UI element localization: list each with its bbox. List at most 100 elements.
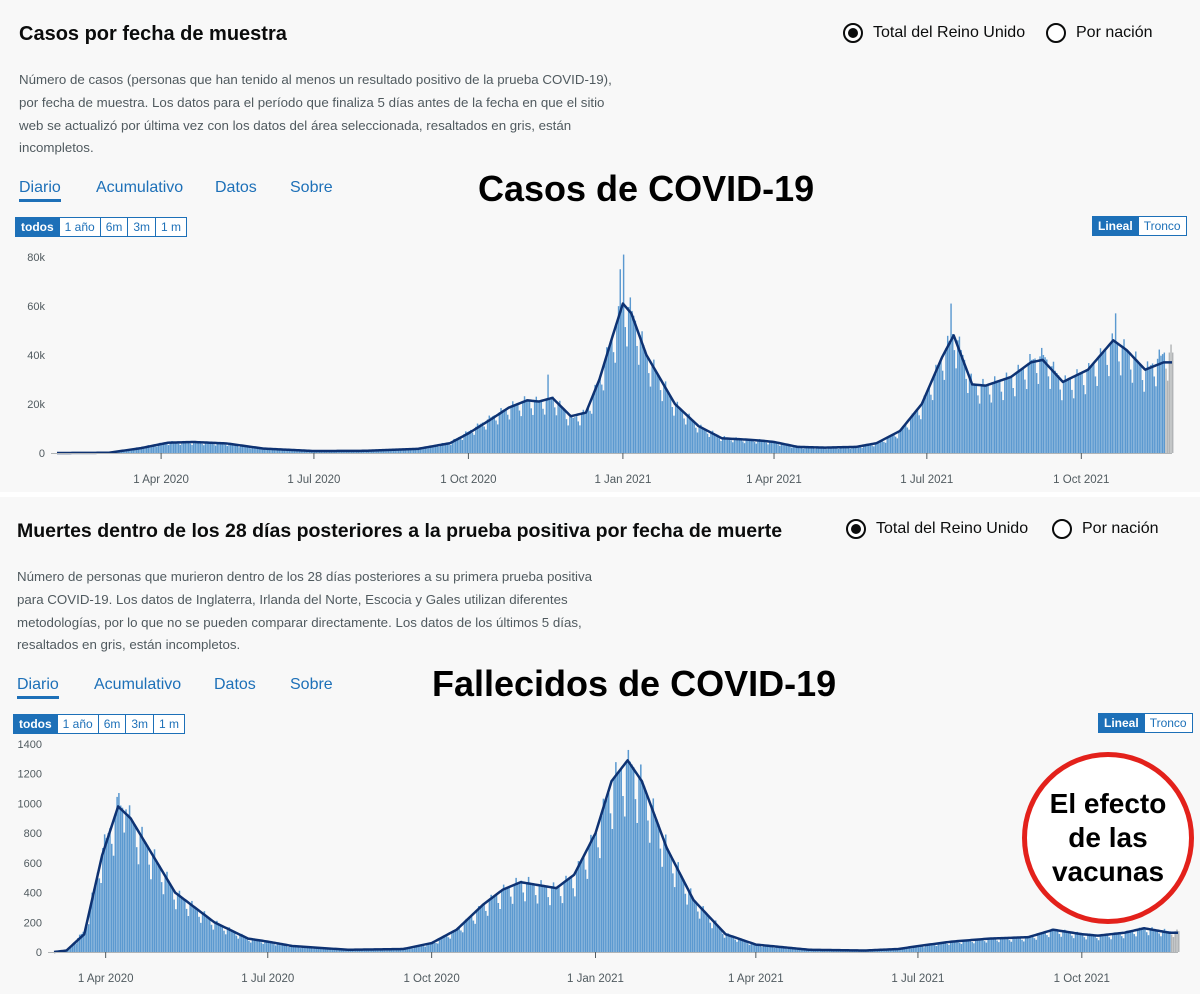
bar [315,947,318,952]
scale-linear-button[interactable]: Lineal [1099,714,1144,732]
bar [1047,937,1050,952]
bar [810,447,813,453]
range-3m-button[interactable]: 3m [127,218,155,236]
bar [668,392,670,453]
bar [734,939,736,952]
bar [1029,354,1031,453]
bar [1030,359,1033,453]
cases-radio-by-nation[interactable]: Por nación [1046,23,1153,43]
bar [177,443,180,453]
bar [1110,939,1112,952]
bar [1093,363,1095,453]
bar [758,439,761,453]
bar [1089,367,1092,453]
bar [1059,389,1061,453]
bar [238,447,240,453]
bar [189,443,192,453]
bar [480,423,482,453]
scale-log-button[interactable]: Tronco [1137,217,1186,235]
bar [134,448,136,453]
bar [779,445,781,453]
bar [143,839,145,952]
bar [681,875,683,952]
bar [795,446,798,453]
range-6m-button[interactable]: 6m [99,218,128,236]
scale-log-button[interactable]: Tronco [1143,714,1192,732]
bar [258,447,260,453]
bar [673,415,675,453]
bar [601,384,603,453]
bar [1106,364,1108,453]
cases-tab-about[interactable]: Sobre [290,179,333,196]
deaths-tab-cumulative[interactable]: Acumulativo [94,676,182,693]
bar [216,920,218,952]
bar [420,945,423,952]
bar [652,798,655,952]
radio-label: Por nación [1082,520,1159,537]
bar [132,821,134,952]
bar [233,444,235,453]
range-6m-button[interactable]: 6m [97,715,126,733]
bar [899,429,902,453]
bar [750,439,752,453]
deaths-radio-uk-total[interactable]: Total del Reino Unido [846,519,1028,539]
cases-tab-cumulative[interactable]: Acumulativo [96,179,184,196]
bar [241,444,244,453]
range-all-button[interactable]: todos [16,218,59,236]
bar [948,944,950,952]
bar [533,883,535,952]
range-1y-button[interactable]: 1 año [56,715,98,733]
bar [844,447,846,453]
bar [690,418,692,453]
bar [733,438,736,453]
bar [1035,939,1038,952]
bar [634,799,637,952]
bar [1154,929,1157,952]
bar [978,939,981,952]
bar [94,880,97,952]
cases-radio-uk-total[interactable]: Total del Reino Unido [843,23,1025,43]
bar [496,424,499,453]
bar [240,445,242,453]
bar [105,838,108,952]
bar [290,945,293,952]
bar [732,442,734,453]
bar [622,254,625,453]
bar [1072,938,1075,952]
bar [909,948,911,952]
range-1y-button[interactable]: 1 año [58,218,100,236]
deaths-tab-about[interactable]: Sobre [290,676,333,693]
bars [58,254,1174,454]
deaths-tab-daily[interactable]: Diario [17,676,59,699]
bar [741,939,744,952]
bar [1135,351,1137,453]
bar [868,444,870,453]
bar [663,383,665,453]
range-1m-button[interactable]: 1 m [155,218,186,236]
range-3m-button[interactable]: 3m [125,715,153,733]
bar [223,443,225,453]
cases-tab-daily[interactable]: Diario [19,179,61,202]
deaths-radio-by-nation[interactable]: Por nación [1052,519,1159,539]
cases-tab-data[interactable]: Datos [215,179,257,196]
bar [426,944,428,952]
bar [112,855,115,952]
y-tick-label: 0 [36,947,42,959]
deaths-tab-data[interactable]: Datos [214,676,256,693]
bar [953,350,956,453]
bar [1083,385,1085,453]
bar [1108,376,1110,453]
bar [1064,929,1066,952]
range-all-button[interactable]: todos [14,715,57,733]
bar [812,448,815,453]
bar [768,945,770,952]
bar [442,937,444,952]
scale-linear-button[interactable]: Lineal [1093,217,1138,235]
bar [747,438,749,453]
bar [632,315,635,453]
bar [412,449,415,453]
bar [149,445,151,453]
range-1m-button[interactable]: 1 m [153,715,184,733]
bar [306,947,309,952]
bar [725,437,727,453]
